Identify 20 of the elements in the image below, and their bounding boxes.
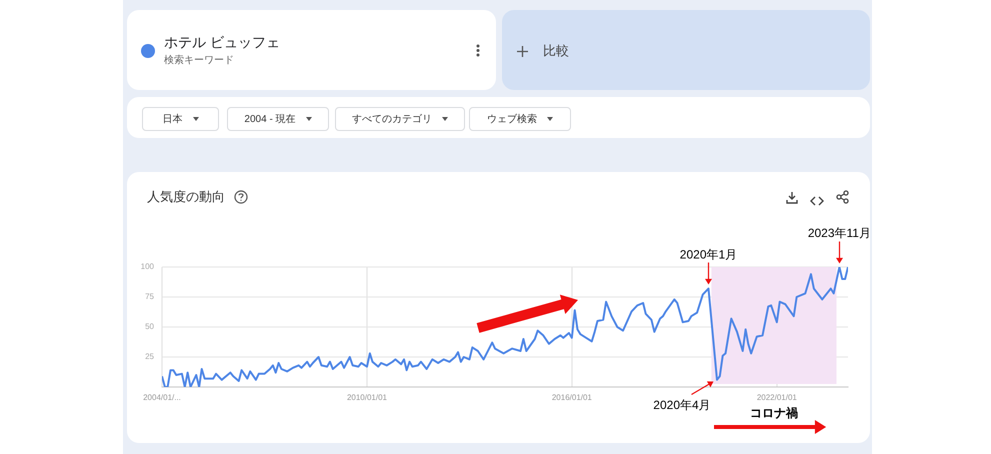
y-tick-label: 50 <box>145 322 155 332</box>
y-tick-label: 100 <box>140 262 155 272</box>
band-label: コロナ禍 <box>750 406 798 420</box>
y-tick-label: 75 <box>145 292 155 302</box>
x-tick-label: 2004/01/... <box>143 393 181 402</box>
x-tick-label: 2022/01/01 <box>756 393 798 402</box>
text: 検索キーワード <box>164 54 234 67</box>
text: すべてのカテゴリ <box>352 113 432 126</box>
chart-title: 人気度の動向 <box>147 188 225 206</box>
y-tick-label: 25 <box>145 352 155 362</box>
text: 2004 - 現在 <box>244 113 296 126</box>
text: 日本 <box>162 112 182 126</box>
annotation: 2020年1月 <box>680 248 738 262</box>
annotation: 2020年4月 <box>653 398 711 412</box>
legend-label: ホテル ビュッフェ <box>164 34 280 52</box>
annotation: 2023年11月 <box>808 226 871 240</box>
text: 比較 <box>543 42 569 60</box>
x-tick-label: 2016/01/01 <box>552 393 592 402</box>
text: ウェブ検索 <box>487 112 537 126</box>
x-tick-label: 2010/01/01 <box>346 393 388 402</box>
